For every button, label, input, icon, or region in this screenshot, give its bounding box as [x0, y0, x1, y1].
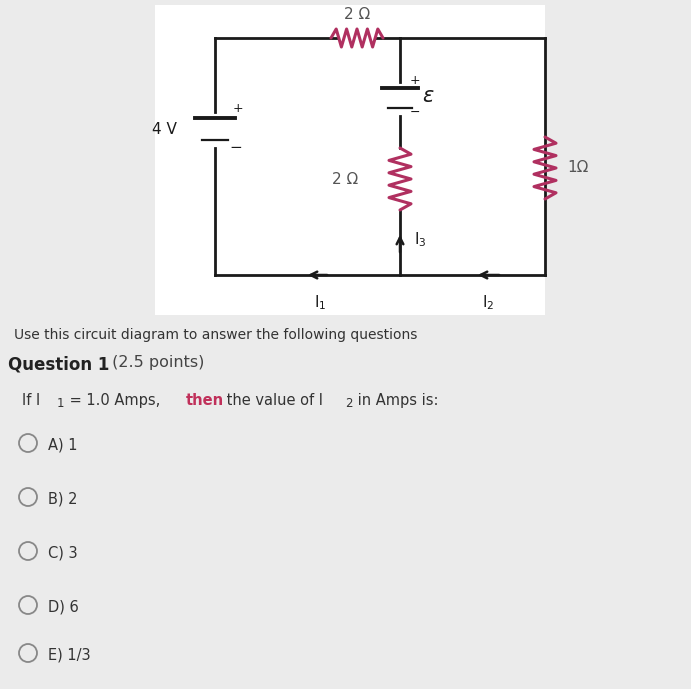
- Text: = 1.0 Amps,: = 1.0 Amps,: [65, 393, 169, 408]
- Text: (2.5 points): (2.5 points): [107, 355, 205, 370]
- Text: B) 2: B) 2: [48, 492, 77, 507]
- FancyBboxPatch shape: [155, 5, 545, 315]
- Text: 2: 2: [345, 397, 352, 410]
- Text: A) 1: A) 1: [48, 438, 77, 453]
- Text: −: −: [410, 105, 421, 119]
- Text: D) 6: D) 6: [48, 600, 79, 615]
- Text: C) 3: C) 3: [48, 546, 77, 561]
- Text: I$_2$: I$_2$: [482, 293, 494, 311]
- Text: If I: If I: [22, 393, 40, 408]
- Text: I$_3$: I$_3$: [414, 231, 426, 249]
- Text: +: +: [233, 101, 244, 114]
- Text: $\varepsilon$: $\varepsilon$: [422, 86, 435, 106]
- Text: Use this circuit diagram to answer the following questions: Use this circuit diagram to answer the f…: [14, 328, 417, 342]
- Text: 4 V: 4 V: [152, 123, 177, 138]
- Text: +: +: [410, 74, 421, 87]
- Text: I$_1$: I$_1$: [314, 293, 326, 311]
- Text: Question 1: Question 1: [8, 355, 109, 373]
- Text: E) 1/3: E) 1/3: [48, 648, 91, 663]
- Text: in Amps is:: in Amps is:: [353, 393, 439, 408]
- Text: 1: 1: [57, 397, 64, 410]
- Text: 2 Ω: 2 Ω: [332, 172, 358, 187]
- Text: 1Ω: 1Ω: [567, 161, 588, 176]
- Text: −: −: [229, 139, 242, 154]
- Text: 2 Ω: 2 Ω: [344, 7, 370, 22]
- Text: the value of I: the value of I: [222, 393, 323, 408]
- Text: then: then: [186, 393, 224, 408]
